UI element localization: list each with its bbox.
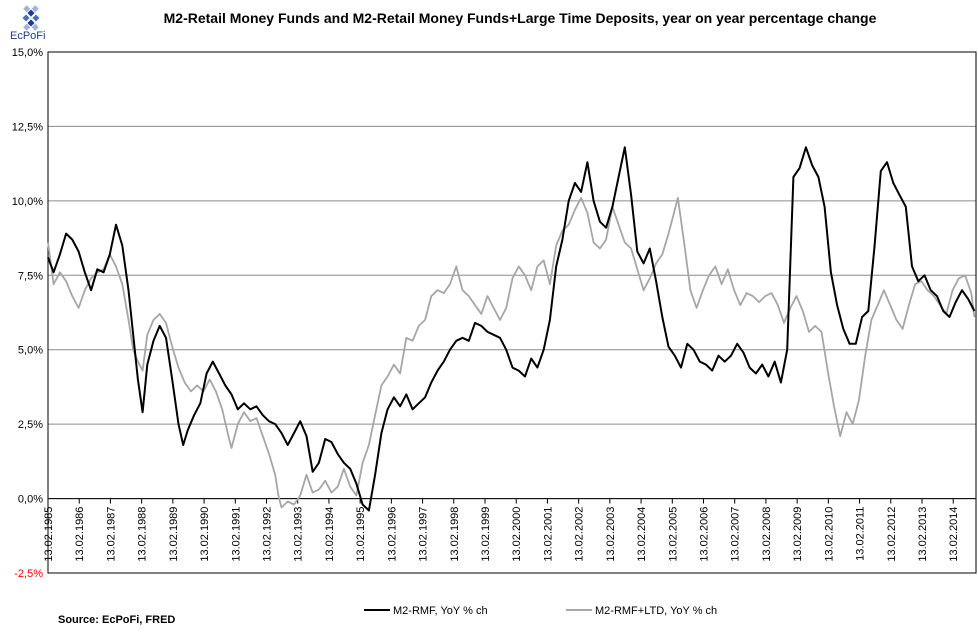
series-layer [47, 146, 976, 512]
x-tick-label: 13.02.1991 [230, 507, 242, 562]
y-tick-label: 12,5% [12, 121, 43, 133]
legend-label: M2-RMF, YoY % ch [393, 605, 488, 617]
x-tick-label: 13.02.2008 [761, 507, 773, 562]
series-line-m2-rmf [47, 146, 976, 512]
y-tick-label: 5,0% [18, 345, 43, 357]
x-tick-label: 13.02.2010 [823, 507, 835, 562]
legend-label: M2-RMF+LTD, YoY % ch [595, 605, 717, 617]
series-line-m2-rmf-ltd [47, 197, 976, 509]
legend: M2-RMF, YoY % ch M2-RMF+LTD, YoY % ch [364, 605, 717, 617]
x-tick-label: 13.02.2005 [667, 507, 679, 562]
y-tick-label: 0,0% [18, 494, 43, 506]
x-tick-label: 13.02.1998 [449, 507, 461, 562]
x-tick-label: 13.02.2000 [511, 507, 523, 562]
x-tick-label: 13.02.2001 [542, 507, 554, 562]
x-tick-label: 13.02.2004 [636, 507, 648, 562]
x-tick-label: 13.02.1994 [324, 507, 336, 562]
y-tick-label: 15,0% [12, 47, 43, 59]
x-tick-label: 13.02.1985 [43, 507, 55, 562]
x-tick-label: 13.02.1999 [480, 507, 492, 562]
plot-frame [47, 51, 977, 574]
x-tick-label: 13.02.1995 [355, 507, 367, 562]
y-tick-label: 10,0% [12, 196, 43, 208]
x-tick-label: 13.02.1992 [261, 507, 273, 562]
x-tick-label: 13.02.1990 [199, 507, 211, 562]
axes-layer: -2,5% 0,0% 2,5% 5,0% 7,5% 10,0% 12,5% 15,0% 13.0… [12, 47, 977, 580]
x-tick-label: 13.02.1986 [74, 507, 86, 562]
grid-layer [48, 51, 976, 574]
x-tick-label: 13.02.2002 [574, 507, 586, 562]
x-tick-label: 13.02.2003 [605, 507, 617, 562]
x-tick-label: 13.02.1989 [168, 507, 180, 562]
x-tick-label: 13.02.1987 [105, 507, 117, 562]
x-tick-label: 13.02.1993 [293, 507, 305, 562]
x-tick-label: 13.02.2014 [948, 507, 960, 562]
y-tick-label: -2,5% [14, 568, 43, 580]
x-tick-label: 13.02.2006 [698, 507, 710, 562]
x-tick-label: 13.02.1996 [386, 507, 398, 562]
x-tick-label: 13.02.1997 [418, 507, 430, 562]
x-tick-label: 13.02.1988 [137, 507, 149, 562]
x-tick-label: 13.02.2007 [730, 507, 742, 562]
x-tick-label: 13.02.2011 [855, 507, 867, 561]
ecpofi-logo-icon [22, 5, 40, 31]
x-tick-label: 13.02.2009 [792, 507, 804, 562]
source-note: Source: EcPoFi, FRED [58, 614, 176, 626]
y-tick-label: 7,5% [18, 270, 43, 282]
x-tick-label: 13.02.2012 [886, 507, 898, 562]
logo-text: EcPoFi [10, 30, 46, 42]
chart-title: M2-Retail Money Funds and M2-Retail Mone… [163, 10, 877, 26]
y-tick-label: 2,5% [18, 419, 43, 431]
x-tick-label: 13.02.2013 [917, 507, 929, 562]
